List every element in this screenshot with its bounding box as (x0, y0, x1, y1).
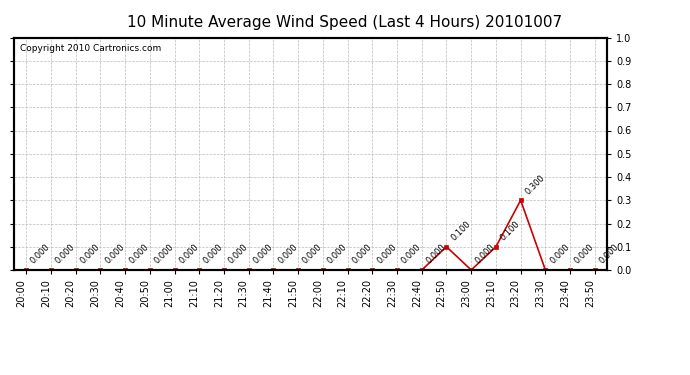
Text: 0.000: 0.000 (103, 243, 126, 266)
Text: 0.000: 0.000 (301, 243, 324, 266)
Text: 0.000: 0.000 (79, 243, 101, 266)
Text: 0.000: 0.000 (400, 243, 423, 266)
Text: 0.000: 0.000 (474, 243, 497, 266)
Text: 0.000: 0.000 (177, 243, 200, 266)
Text: 0.000: 0.000 (548, 243, 571, 266)
Text: 0.100: 0.100 (449, 219, 473, 243)
Text: 0.000: 0.000 (54, 243, 77, 266)
Text: 0.000: 0.000 (276, 243, 299, 266)
Text: 0.000: 0.000 (598, 243, 621, 266)
Text: 0.300: 0.300 (524, 173, 546, 196)
Text: 0.000: 0.000 (29, 243, 52, 266)
Text: 0.000: 0.000 (424, 243, 448, 266)
Text: 0.000: 0.000 (326, 243, 348, 266)
Text: 10 Minute Average Wind Speed (Last 4 Hours) 20101007: 10 Minute Average Wind Speed (Last 4 Hou… (128, 15, 562, 30)
Text: Copyright 2010 Cartronics.com: Copyright 2010 Cartronics.com (20, 45, 161, 54)
Text: 0.000: 0.000 (573, 243, 596, 266)
Text: 0.000: 0.000 (128, 243, 151, 266)
Text: 0.100: 0.100 (499, 219, 522, 243)
Text: 0.000: 0.000 (351, 243, 373, 266)
Text: 0.000: 0.000 (227, 243, 250, 266)
Text: 0.000: 0.000 (152, 243, 176, 266)
Text: 0.000: 0.000 (375, 243, 398, 266)
Text: 0.000: 0.000 (251, 243, 275, 266)
Text: 0.000: 0.000 (202, 243, 225, 266)
